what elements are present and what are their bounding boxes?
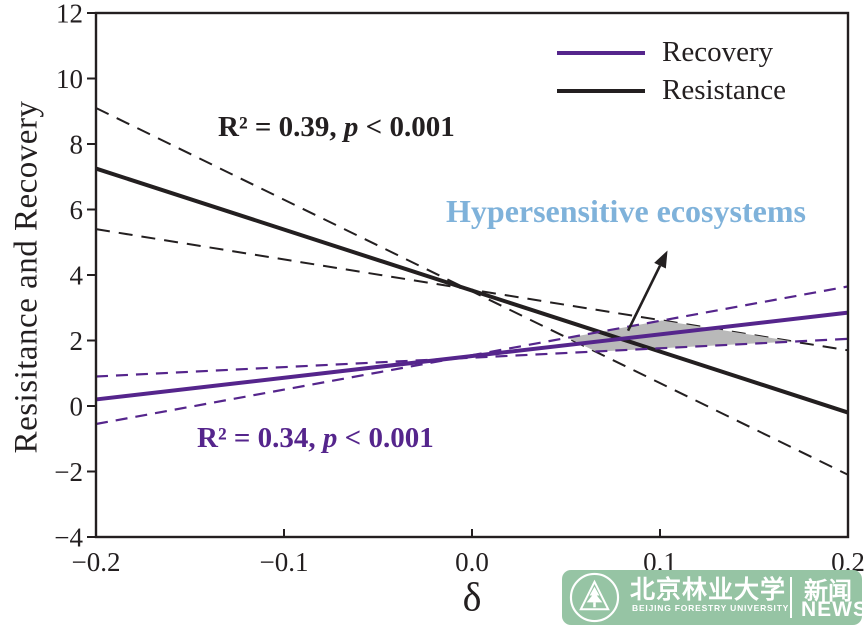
resistance-stats-suffix: < 0.001 xyxy=(358,111,455,143)
y-tick-label: 10 xyxy=(56,64,83,94)
y-tick-label: −2 xyxy=(54,457,83,487)
x-tick-label: 0.0 xyxy=(455,547,489,577)
x-tick-label: −0.1 xyxy=(260,547,309,577)
resistance-fit-line xyxy=(95,166,849,415)
recovery-fit-line xyxy=(95,310,849,402)
university-name-english: BEIJING FORESTRY UNIVERSITY xyxy=(632,603,790,613)
y-tick-label: 4 xyxy=(70,261,84,291)
y-tick-label: −4 xyxy=(54,523,83,553)
legend-entry-recovery: Recovery xyxy=(557,34,786,71)
resistance-stats-prefix: R² = 0.39, xyxy=(218,111,344,143)
legend-label-resistance: Resistance xyxy=(662,74,787,106)
y-tick-label: 2 xyxy=(70,326,84,356)
legend-entry-resistance: Resistance xyxy=(557,72,786,109)
recovery-line-swatch xyxy=(557,50,645,55)
y-axis-title: Resisitance and Recovery xyxy=(8,100,45,454)
university-name-chinese: 北京林业大学 xyxy=(630,577,787,604)
plot-border xyxy=(94,11,850,539)
annotation-arrow-head xyxy=(654,250,668,269)
resistance-stats-p: p xyxy=(343,111,359,143)
y-tick-label: 6 xyxy=(70,195,84,225)
legend-label-recovery: Recovery xyxy=(662,36,774,68)
y-tick-label: 8 xyxy=(70,130,84,160)
recovery-stats-prefix: R² = 0.34, xyxy=(197,422,323,454)
annotation-arrow-shaft xyxy=(626,265,662,332)
y-tick-label: 12 xyxy=(56,0,83,29)
x-axis-title: δ xyxy=(462,574,482,620)
hypersensitive-ecosystems-label: Hypersensitive ecosystems xyxy=(446,193,806,229)
recovery-stats-p: p xyxy=(322,422,338,454)
recovery-ci-shallow-line xyxy=(95,337,849,378)
legend: Recovery Resistance xyxy=(557,34,786,109)
university-logo-banner: 北京林业大学 BEIJING FORESTRY UNIVERSITY 新闻 NE… xyxy=(562,570,864,625)
news-label-chinese: 新闻 xyxy=(804,579,852,605)
resistance-stats-annotation: R² = 0.39, p < 0.001 xyxy=(218,111,455,144)
recovery-stats-annotation: R² = 0.34, p < 0.001 xyxy=(197,422,434,455)
university-seal-icon xyxy=(569,572,620,623)
x-tick-label: −0.2 xyxy=(72,547,121,577)
recovery-stats-suffix: < 0.001 xyxy=(337,422,434,454)
y-tick-label: 0 xyxy=(70,392,84,422)
news-label-english: NEWS xyxy=(801,598,864,621)
resistance-line-swatch xyxy=(557,88,645,93)
logo-divider xyxy=(790,577,792,618)
